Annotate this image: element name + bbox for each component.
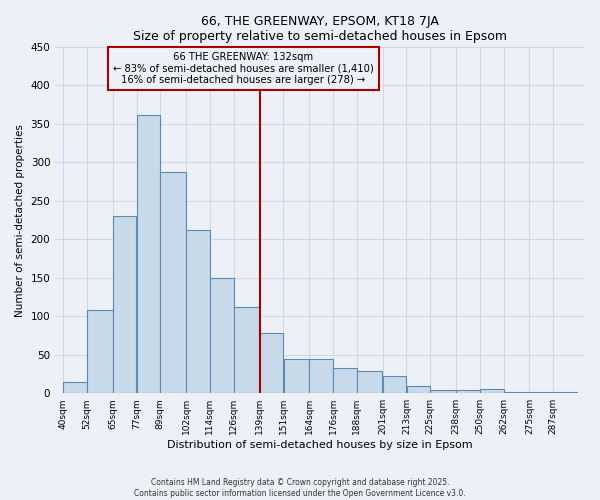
Bar: [234, 307, 259, 393]
Bar: [260, 333, 283, 393]
Bar: [430, 390, 456, 393]
Text: 66 THE GREENWAY: 132sqm
← 83% of semi-detached houses are smaller (1,410)
16% of: 66 THE GREENWAY: 132sqm ← 83% of semi-de…: [113, 52, 374, 86]
Bar: [407, 386, 430, 393]
Bar: [480, 390, 503, 393]
Bar: [309, 358, 333, 393]
Bar: [553, 392, 577, 393]
Title: 66, THE GREENWAY, EPSOM, KT18 7JA
Size of property relative to semi-detached hou: 66, THE GREENWAY, EPSOM, KT18 7JA Size o…: [133, 15, 507, 43]
Bar: [284, 358, 309, 393]
Bar: [530, 392, 553, 393]
X-axis label: Distribution of semi-detached houses by size in Epsom: Distribution of semi-detached houses by …: [167, 440, 473, 450]
Bar: [504, 392, 529, 393]
Bar: [63, 382, 87, 393]
Bar: [87, 310, 113, 393]
Text: Contains HM Land Registry data © Crown copyright and database right 2025.
Contai: Contains HM Land Registry data © Crown c…: [134, 478, 466, 498]
Bar: [357, 371, 382, 393]
Bar: [383, 376, 406, 393]
Bar: [210, 278, 233, 393]
Bar: [186, 230, 210, 393]
Y-axis label: Number of semi-detached properties: Number of semi-detached properties: [15, 124, 25, 316]
Bar: [137, 114, 160, 393]
Bar: [456, 390, 480, 393]
Bar: [160, 172, 186, 393]
Bar: [333, 368, 356, 393]
Bar: [113, 216, 136, 393]
